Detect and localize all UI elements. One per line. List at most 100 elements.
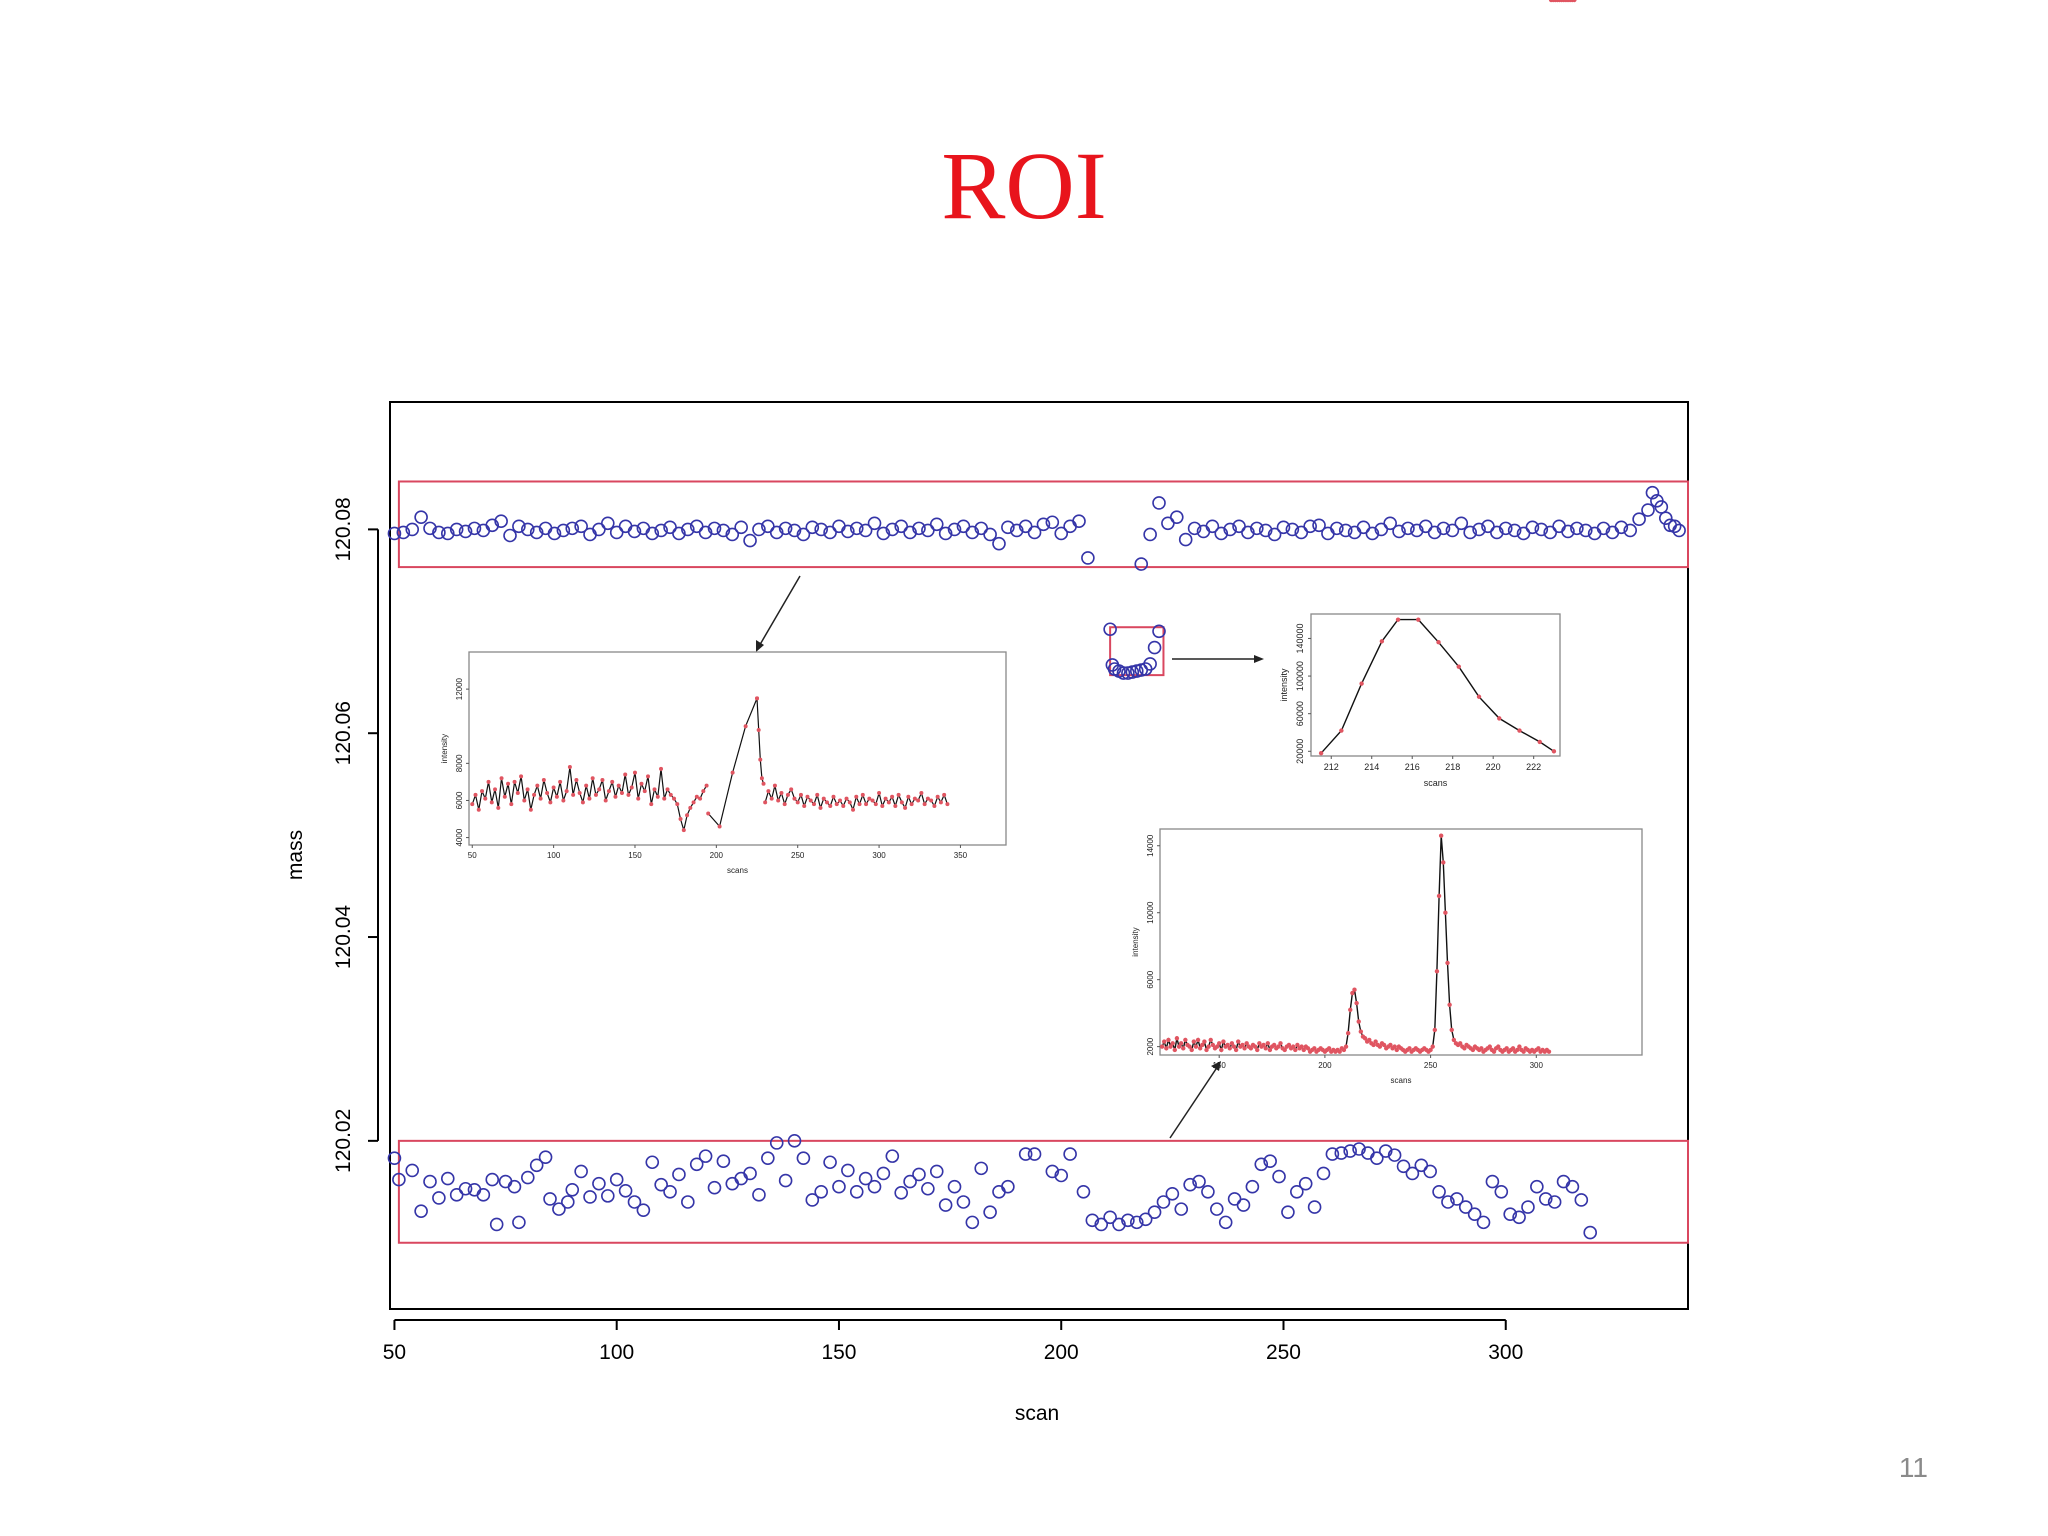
scatter-point [894, 1186, 908, 1200]
inset-point [929, 798, 934, 803]
scatter-point [921, 523, 935, 538]
scatter-point [1561, 524, 1575, 539]
inset-point [522, 798, 527, 803]
main-y-axis-label: mass [284, 830, 307, 880]
scatter-point [965, 1215, 980, 1230]
scatter-point [885, 522, 900, 537]
inset-x-tick-label: 150 [628, 851, 642, 860]
scatter-point [449, 1188, 464, 1202]
scatter-point [1227, 1192, 1242, 1206]
inset-point [903, 805, 908, 810]
inset-x-axis-label: scans [1424, 778, 1448, 788]
inset-point [541, 778, 546, 783]
inset-point [1197, 1046, 1203, 1051]
scatter-point [1405, 1166, 1420, 1181]
scatter-point [1027, 1147, 1042, 1161]
scatter-point [521, 1170, 535, 1185]
inset-point [665, 787, 670, 792]
scatter-point [565, 521, 580, 536]
scatter-point [654, 1177, 668, 1192]
scatter-point [1583, 1225, 1598, 1240]
inset-point [1487, 1044, 1492, 1049]
inset-point [1381, 1042, 1387, 1048]
inset-point [831, 794, 836, 799]
scatter-point [1427, 525, 1442, 540]
scatter-point [601, 1189, 615, 1203]
scatter-point [1521, 1200, 1535, 1214]
slide-title: ROI [941, 132, 1107, 239]
scatter-point [743, 533, 757, 548]
scatter-point [1476, 1215, 1491, 1230]
x-tick-label: 150 [821, 1341, 856, 1364]
inset-point [1183, 1037, 1188, 1043]
inset-point [1255, 1047, 1260, 1053]
inset-point [1244, 1041, 1249, 1046]
inset-point [1299, 1044, 1304, 1049]
inset-point [613, 794, 618, 799]
scatter-point [1303, 519, 1317, 534]
inset-point [499, 776, 504, 781]
inset-point [925, 796, 930, 801]
scatter-point [1472, 522, 1486, 537]
inset-chart-bottom-roi: 150 200 250 300 2000 6000 10000 14000 scans inten… [1131, 0, 1643, 1085]
inset-point [867, 796, 872, 801]
inset-point [515, 791, 520, 796]
scatter-point [858, 1171, 873, 1186]
scatter-point [432, 1191, 446, 1205]
scatter-point [1414, 1158, 1429, 1173]
scatter-point [609, 1172, 624, 1187]
inset-point [769, 796, 774, 801]
inset-point [551, 785, 556, 790]
scatter-point [1338, 523, 1353, 538]
inset-point [877, 791, 882, 796]
inset-point [1517, 728, 1522, 733]
roi-box-2 [397, 1139, 1690, 1244]
inset-y-tick-label: 6000 [1146, 970, 1155, 988]
scatter-point [1485, 1174, 1500, 1189]
inset-point [1305, 1046, 1311, 1051]
inset-point [1434, 969, 1440, 974]
scatter-point [1410, 523, 1424, 538]
inset-point [1206, 1044, 1211, 1049]
scatter-point [858, 523, 873, 538]
inset-point [854, 794, 859, 799]
scatter-point [574, 1164, 588, 1179]
inset-point [629, 785, 634, 790]
inset-point [480, 789, 485, 794]
inset-point [561, 798, 566, 803]
inset-point [759, 776, 764, 781]
scatter-point [1614, 520, 1629, 535]
inset-point [1225, 1042, 1230, 1048]
y-tick-label: 120.08 [332, 497, 355, 561]
inset-y-tick-label: 2000 [1146, 1037, 1155, 1055]
inset-point [509, 802, 514, 807]
scatter-point [938, 526, 953, 541]
scatter-point [529, 1158, 544, 1173]
inset-point [646, 774, 650, 779]
inset-point [577, 791, 582, 796]
inset-point [1504, 1046, 1509, 1051]
scatter-point [796, 1151, 811, 1165]
scatter-point [440, 1171, 455, 1186]
x-tick-label: 250 [1266, 1341, 1301, 1364]
scatter-point [1441, 1195, 1455, 1209]
inset-point [766, 789, 771, 794]
inset-point [489, 800, 494, 805]
scatter-point [543, 1192, 557, 1206]
inset-point [1343, 1044, 1349, 1049]
scatter-point [1578, 523, 1593, 538]
scatter-point [814, 522, 828, 537]
inset-frame [468, 651, 1007, 846]
inset-point [795, 800, 800, 805]
inset-point [678, 817, 683, 822]
inset-point [649, 802, 654, 807]
inset-point [785, 792, 790, 797]
scatter-point [1530, 1179, 1544, 1194]
scatter-point [489, 1217, 504, 1232]
scatter-point [832, 519, 846, 534]
inset-point [1445, 960, 1450, 966]
y-tick-label: 120.06 [332, 701, 355, 765]
inset-point [844, 796, 849, 801]
inset-point [567, 765, 572, 770]
inset-point [873, 802, 878, 807]
